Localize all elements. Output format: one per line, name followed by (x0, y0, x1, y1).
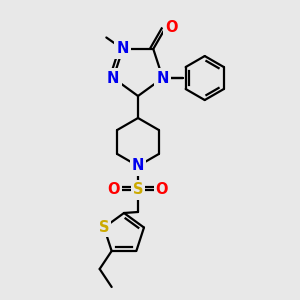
Text: O: O (108, 182, 120, 197)
Text: O: O (156, 182, 168, 197)
Text: N: N (116, 41, 129, 56)
Text: S: S (133, 182, 143, 197)
Text: S: S (99, 220, 109, 235)
Text: N: N (132, 158, 144, 173)
Text: N: N (107, 70, 119, 86)
Text: N: N (157, 70, 169, 86)
Text: O: O (165, 20, 178, 35)
